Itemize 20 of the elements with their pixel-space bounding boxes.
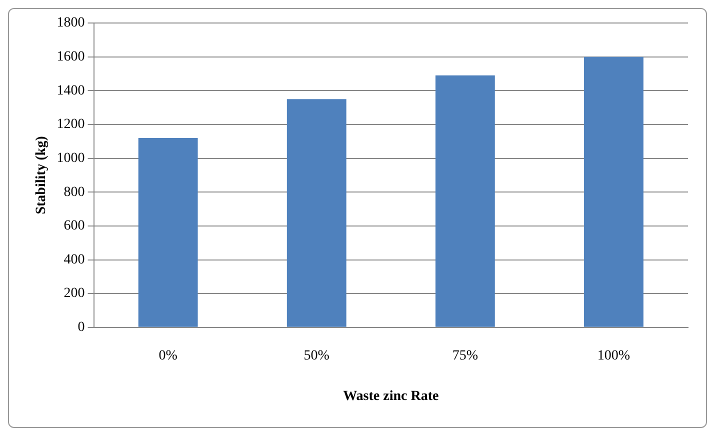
y-tick-label: 600: [64, 218, 85, 234]
y-tick-label: 400: [64, 252, 85, 268]
x-tick-label: 0%: [158, 348, 178, 364]
bar: [435, 75, 495, 327]
y-tick-label: 0: [78, 320, 85, 336]
x-tick-label: 75%: [452, 348, 478, 364]
x-tick-label: 100%: [597, 348, 630, 364]
y-tick-label: 1600: [56, 49, 85, 64]
y-tick-label: 800: [64, 184, 85, 200]
x-axis-title: Waste zinc Rate: [343, 389, 439, 404]
x-tick-label: 50%: [304, 348, 330, 364]
bar: [286, 99, 346, 327]
bar: [584, 56, 644, 327]
y-tick-label: 1200: [56, 117, 85, 132]
y-axis-title: Stability (kg): [34, 136, 50, 214]
bar: [138, 138, 198, 327]
y-tick-label: 200: [64, 286, 85, 302]
y-tick-label: 1400: [56, 83, 85, 98]
y-tick-label: 1800: [56, 16, 85, 31]
y-tick-label: 1000: [56, 150, 85, 166]
